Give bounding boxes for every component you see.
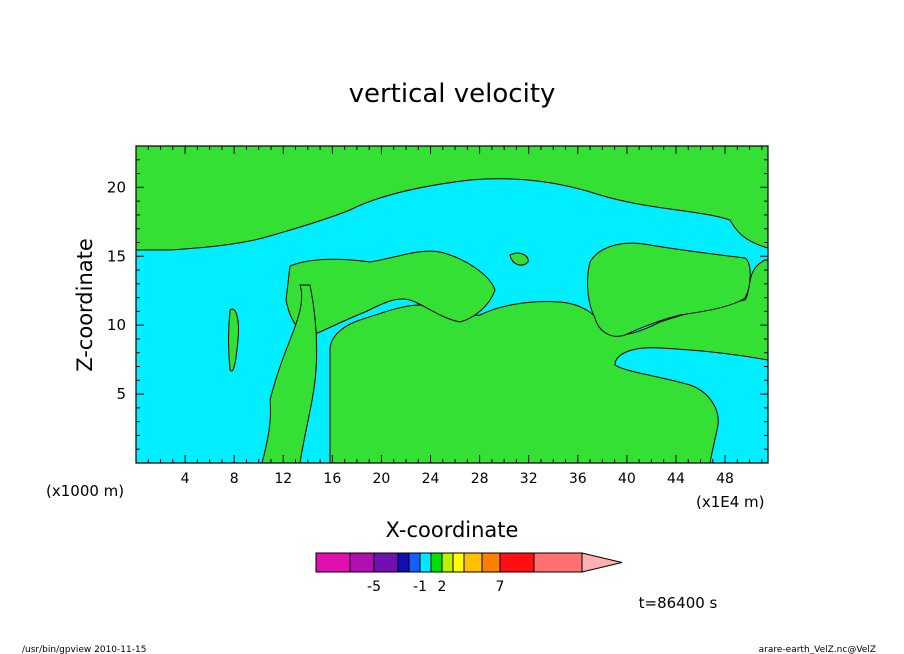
colorbar-label: 2 [438,579,447,595]
colorbar-swatch [408,552,421,573]
plot-frame [135,145,769,464]
y-tick-label: 10 [107,316,126,334]
contour-mid-tongue [285,250,496,335]
y-axis: 5 10 15 20 [107,159,768,450]
colorbar-label: 7 [496,579,505,595]
footer-right: arare-earth_VelZ.nc@VelZ [759,645,876,654]
x-axis-label: X-coordinate [386,518,519,542]
contour-lower-left-plume [261,284,318,463]
contour-small-patch [509,252,529,266]
colorbar-swatch [315,552,351,573]
x-tick-label: 32 [520,471,538,487]
x-unit-right: (x1E4 m) [696,493,765,511]
colorbar-swatch [463,552,483,573]
colorbar-swatch [349,552,375,573]
colorbar-label: -5 [367,579,381,595]
colorbar-swatch [481,552,501,573]
colorbar-swatch [373,552,399,573]
x-tick-label: 36 [569,471,587,487]
contour-left-streak [228,308,239,372]
colorbar-swatch [533,552,583,573]
x-axis: 4 8 12 16 20 24 28 32 36 40 44 48 [147,146,763,487]
y-tick-label: 5 [116,385,126,403]
colorbar: -5 -1 2 7 [315,552,623,595]
y-axis-label: Z-coordinate [73,238,97,372]
contour-upper-right [587,242,751,337]
y-tick-label: 20 [107,178,126,196]
x-tick-label: 16 [323,471,341,487]
colorbar-label: -1 [413,579,427,595]
colorbar-arrow [581,552,623,573]
colorbar-swatch [441,552,454,573]
time-label: t=86400 s [639,594,718,612]
colorbar-swatch [419,552,432,573]
x-tick-label: 12 [274,471,292,487]
colorbar-swatch [452,552,465,573]
x-unit-left: (x1000 m) [46,482,124,500]
y-tick-label: 15 [107,247,126,265]
x-tick-label: 8 [230,471,239,487]
chart-title: vertical velocity [349,79,556,109]
colorbar-swatch [430,552,443,573]
x-tick-label: 40 [618,471,636,487]
x-tick-label: 48 [716,471,734,487]
colorbar-swatch [397,552,410,573]
colorbar-swatch [499,552,535,573]
x-tick-label: 24 [422,471,440,487]
contour-top-band [136,146,768,251]
x-tick-label: 4 [181,471,190,487]
x-tick-label: 20 [373,471,391,487]
footer-left: /usr/bin/gpview 2010-11-15 [22,645,146,654]
plot-area [136,146,768,463]
x-tick-label: 28 [471,471,489,487]
x-tick-label: 44 [667,471,685,487]
